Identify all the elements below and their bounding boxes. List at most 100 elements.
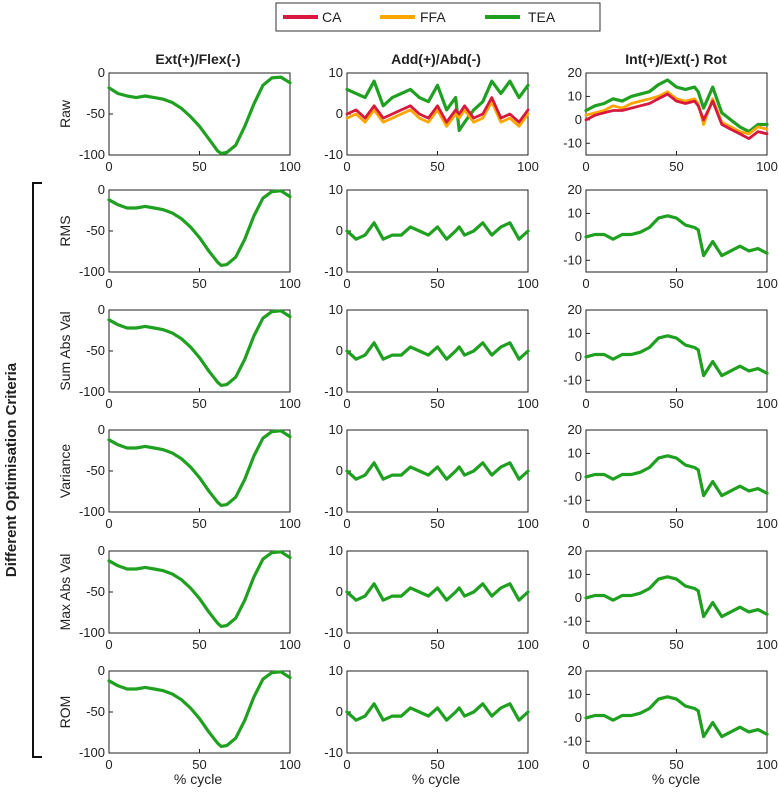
series-line-ffa xyxy=(345,100,530,128)
axes-box xyxy=(108,429,291,513)
y-tick-label: 0 xyxy=(336,223,343,238)
y-tick-label: 10 xyxy=(568,88,582,103)
y-tick-label: -50 xyxy=(86,704,105,719)
y-tick-label: 0 xyxy=(336,106,343,121)
x-tick-label: 0 xyxy=(582,276,589,291)
y-tick-label: 0 xyxy=(336,343,343,358)
y-tick-label: 0 xyxy=(98,422,105,437)
axes-box xyxy=(108,670,291,754)
panel-abd-rms: 100-100 50 100 xyxy=(324,182,539,291)
x-tick-label: 0 xyxy=(105,516,112,531)
legend-label-tea: TEA xyxy=(528,9,556,25)
y-tick-label: 10 xyxy=(568,445,582,460)
row-label-max-abs-val: Max Abs Val xyxy=(57,554,73,631)
column-title-abd: Add(+)/Abd(-) xyxy=(391,51,481,67)
y-tick-label: -10 xyxy=(563,372,582,387)
y-tick-label: -10 xyxy=(563,492,582,507)
series-line-tea xyxy=(584,454,769,498)
x-tick-label: 0 xyxy=(343,159,350,174)
series-line-tea xyxy=(345,582,530,602)
series-line-tea xyxy=(107,309,292,387)
x-tick-label: 0 xyxy=(582,516,589,531)
y-tick-label: 0 xyxy=(98,65,105,80)
axes-box xyxy=(585,189,768,273)
x-tick-label: 0 xyxy=(343,396,350,411)
series-line-tea xyxy=(345,702,530,722)
x-tick-label: 0 xyxy=(582,396,589,411)
y-tick-label: -100 xyxy=(79,264,105,279)
group-label: Different Optimisation Criteria xyxy=(3,362,20,577)
axes-box xyxy=(108,189,291,273)
x-tick-label: 100 xyxy=(756,276,778,291)
series-line-tea xyxy=(584,575,769,619)
axes-box xyxy=(585,309,768,393)
x-tick-label: 50 xyxy=(192,516,206,531)
x-tick-label: 0 xyxy=(105,159,112,174)
x-tick-label: 50 xyxy=(430,396,444,411)
x-tick-label: 100 xyxy=(517,637,539,652)
x-tick-label: 50 xyxy=(669,159,683,174)
x-tick-label: 50 xyxy=(430,516,444,531)
y-tick-label: -50 xyxy=(86,223,105,238)
panel-abd-variance: 100-100 50 100 xyxy=(324,422,539,531)
x-tick-label: 0 xyxy=(343,276,350,291)
y-tick-label: 0 xyxy=(575,710,582,725)
row-label-raw: Raw xyxy=(57,99,73,128)
x-tick-label: 0 xyxy=(582,757,589,772)
row-label-rom: ROM xyxy=(57,696,73,729)
x-tick-label: 0 xyxy=(105,276,112,291)
y-tick-label: 10 xyxy=(329,182,343,197)
x-tick-label: 50 xyxy=(669,276,683,291)
axes-box xyxy=(346,189,529,273)
x-tick-label: 100 xyxy=(517,159,539,174)
x-tick-label: 50 xyxy=(430,159,444,174)
series-line-tea xyxy=(584,78,769,134)
x-tick-label: 100 xyxy=(517,396,539,411)
x-tick-label: 50 xyxy=(192,159,206,174)
y-tick-label: -100 xyxy=(79,384,105,399)
series-line-ca xyxy=(345,96,530,124)
y-tick-label: 0 xyxy=(575,229,582,244)
x-tick-label: 100 xyxy=(756,516,778,531)
legend-label-ffa: FFA xyxy=(420,9,446,25)
x-tick-label: 100 xyxy=(279,276,301,291)
y-tick-label: -50 xyxy=(86,106,105,121)
series-line-tea xyxy=(107,429,292,507)
series-line-tea xyxy=(584,214,769,258)
x-axis-label-col3: % cycle xyxy=(652,771,700,787)
y-tick-label: 10 xyxy=(329,663,343,678)
y-tick-label: -10 xyxy=(563,733,582,748)
series-line-tea xyxy=(345,341,530,361)
x-tick-label: 50 xyxy=(192,276,206,291)
column-title-flex: Ext(+)/Flex(-) xyxy=(155,51,240,67)
axes-box xyxy=(585,429,768,513)
x-tick-label: 100 xyxy=(756,159,778,174)
y-tick-label: 20 xyxy=(568,422,582,437)
y-tick-label: -50 xyxy=(86,463,105,478)
y-tick-label: 10 xyxy=(568,325,582,340)
panel-abd-max-abs-val: 100-100 50 100 xyxy=(324,543,539,652)
x-tick-label: 50 xyxy=(669,396,683,411)
x-tick-label: 100 xyxy=(279,159,301,174)
x-axis-label-col2: % cycle xyxy=(412,771,460,787)
y-tick-label: 10 xyxy=(329,302,343,317)
series-line-tea xyxy=(345,461,530,481)
series-line-tea xyxy=(584,695,769,739)
x-tick-label: 100 xyxy=(517,757,539,772)
y-tick-label: -100 xyxy=(79,625,105,640)
series-line-ca xyxy=(584,92,769,140)
y-tick-label: -10 xyxy=(324,745,343,760)
y-tick-label: 20 xyxy=(568,663,582,678)
y-tick-label: 10 xyxy=(329,65,343,80)
row-label-sum-abs-val: Sum Abs Val xyxy=(57,311,73,390)
group-bracket xyxy=(32,182,42,758)
axes-box xyxy=(585,670,768,754)
y-tick-label: 0 xyxy=(575,349,582,364)
legend: CA FFA TEA xyxy=(275,2,601,32)
axes-box xyxy=(585,550,768,634)
series-line-tea xyxy=(107,189,292,267)
x-tick-label: 0 xyxy=(343,757,350,772)
